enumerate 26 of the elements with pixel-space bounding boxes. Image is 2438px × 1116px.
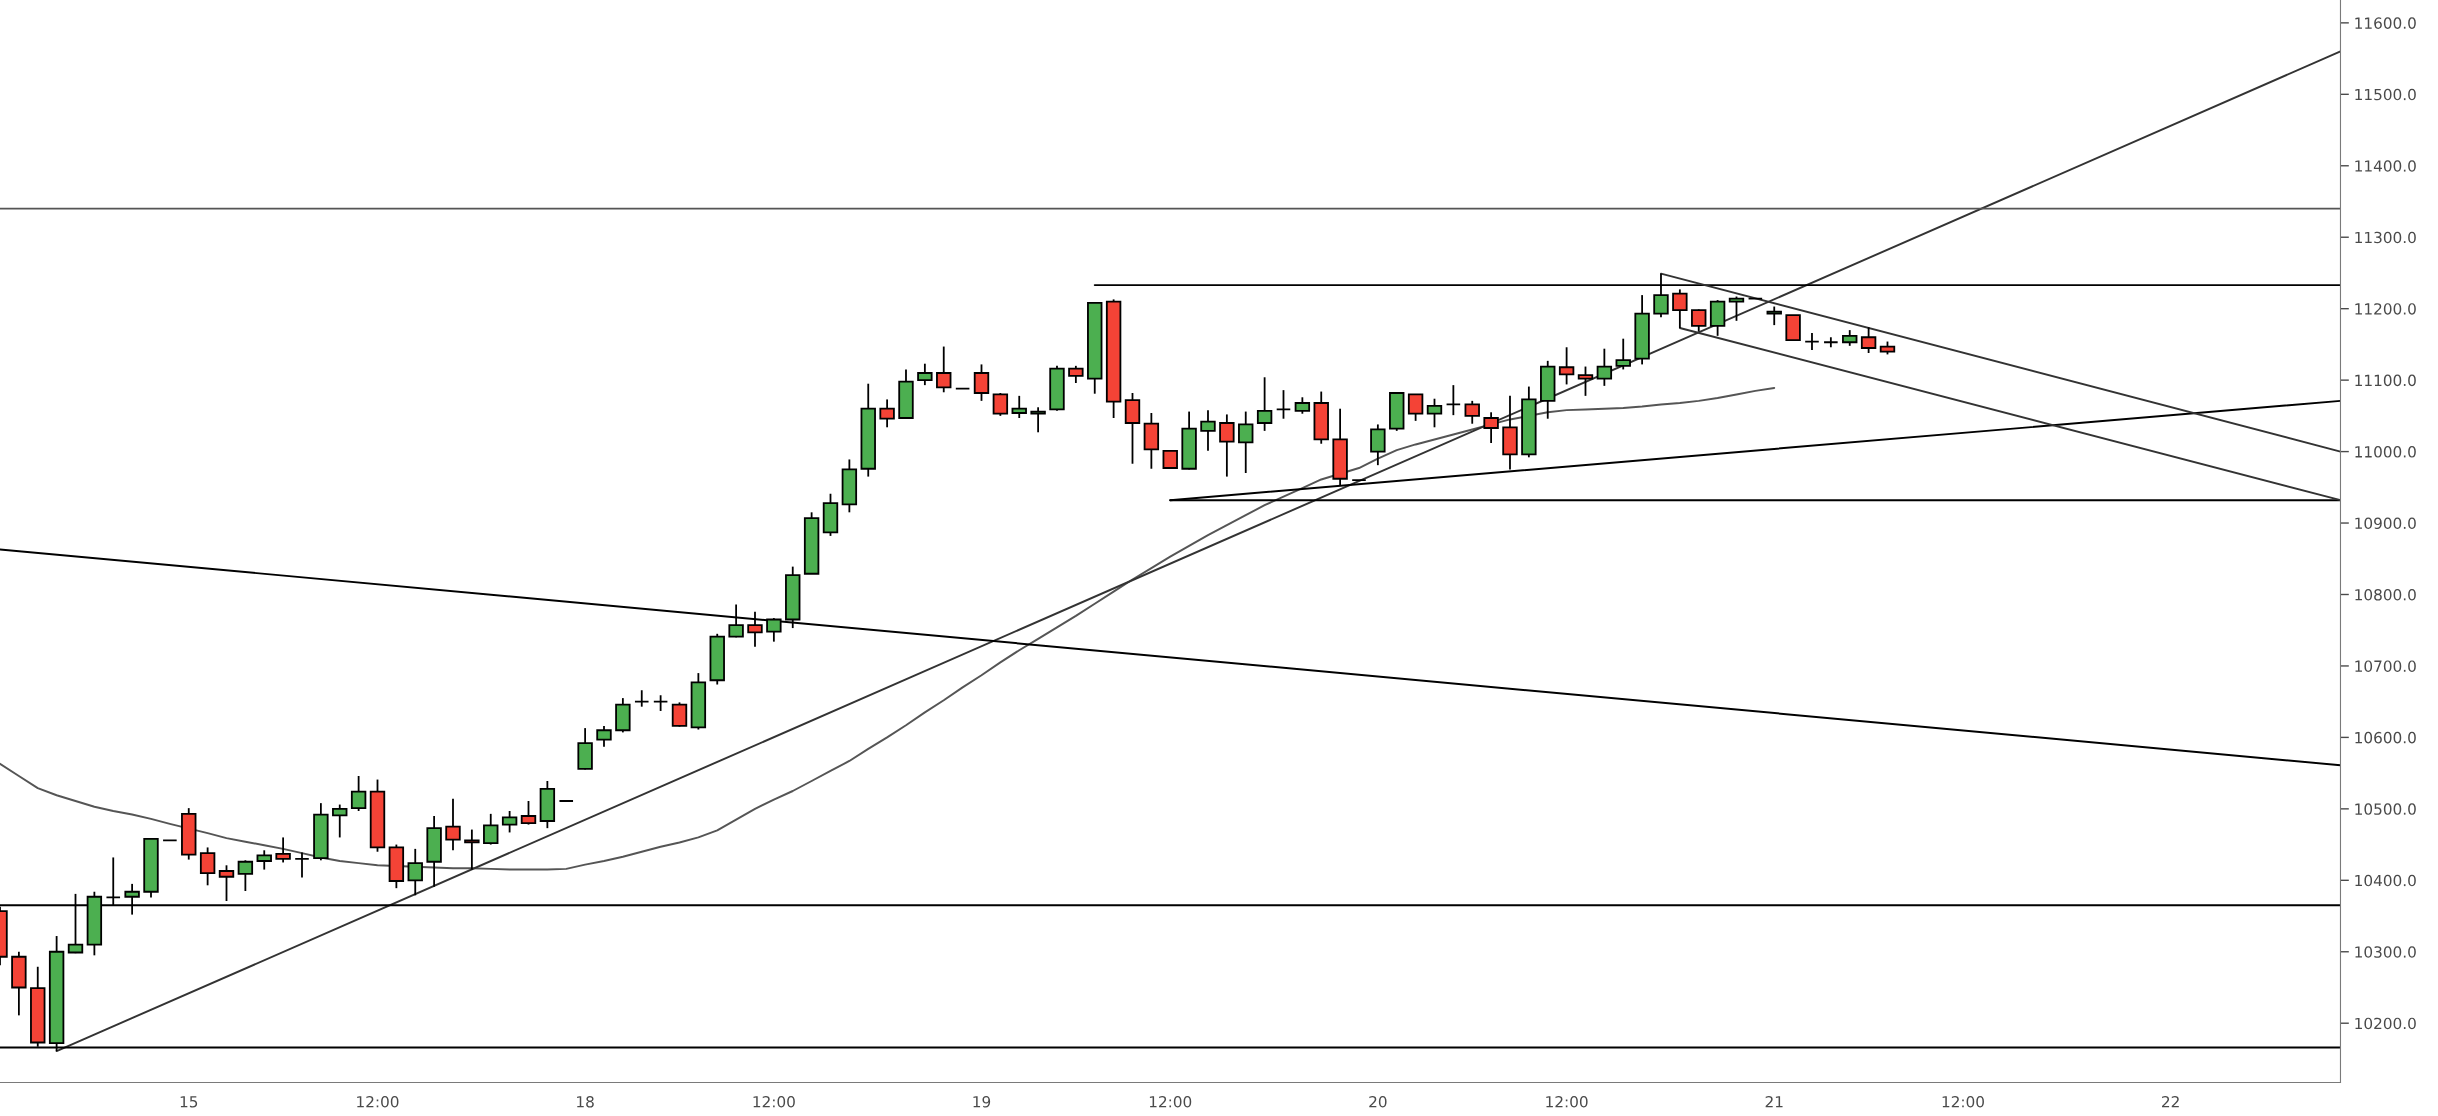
y-tick-label: 11600.0	[2355, 17, 2416, 29]
x-tick-label: 12:00	[1149, 1095, 1192, 1108]
y-tick-label: 11300.0	[2355, 231, 2416, 244]
y-tick-label: 10300.0	[2355, 946, 2416, 958]
y-tick-label: 11000.0	[2355, 446, 2416, 458]
x-tick-label: 18	[577, 1095, 594, 1108]
y-tick-label: 10700.0	[2355, 660, 2416, 672]
x-tick-label: 12:00	[357, 1095, 399, 1108]
y-tick-label: 10600.0	[2355, 731, 2416, 744]
y-tick-label: 10900.0	[2355, 517, 2416, 530]
y-tick-label: 11100.0	[2355, 374, 2416, 387]
x-tick-label: 12:00	[1942, 1095, 1984, 1108]
y-tick-label: 10200.0	[2355, 1017, 2416, 1030]
y-tick-label: 10500.0	[2355, 803, 2416, 815]
y-tick-label: 11500.0	[2355, 88, 2416, 101]
x-tick-label: 21	[1765, 1095, 1783, 1108]
x-tick-label: 20	[1369, 1095, 1387, 1108]
x-tick-label: 15	[180, 1096, 198, 1108]
y-tick-label: 11400.0	[2355, 160, 2416, 172]
x-tick-label: 12:00	[753, 1095, 795, 1108]
y-tick-label: 11200.0	[2355, 303, 2416, 315]
y-tick-label: 10400.0	[2355, 874, 2416, 887]
x-tick-label: 12:00	[1546, 1095, 1588, 1108]
x-tick-label: 22	[2162, 1095, 2179, 1108]
y-tick-label: 10800.0	[2355, 588, 2416, 601]
x-tick-label: 19	[973, 1095, 991, 1108]
